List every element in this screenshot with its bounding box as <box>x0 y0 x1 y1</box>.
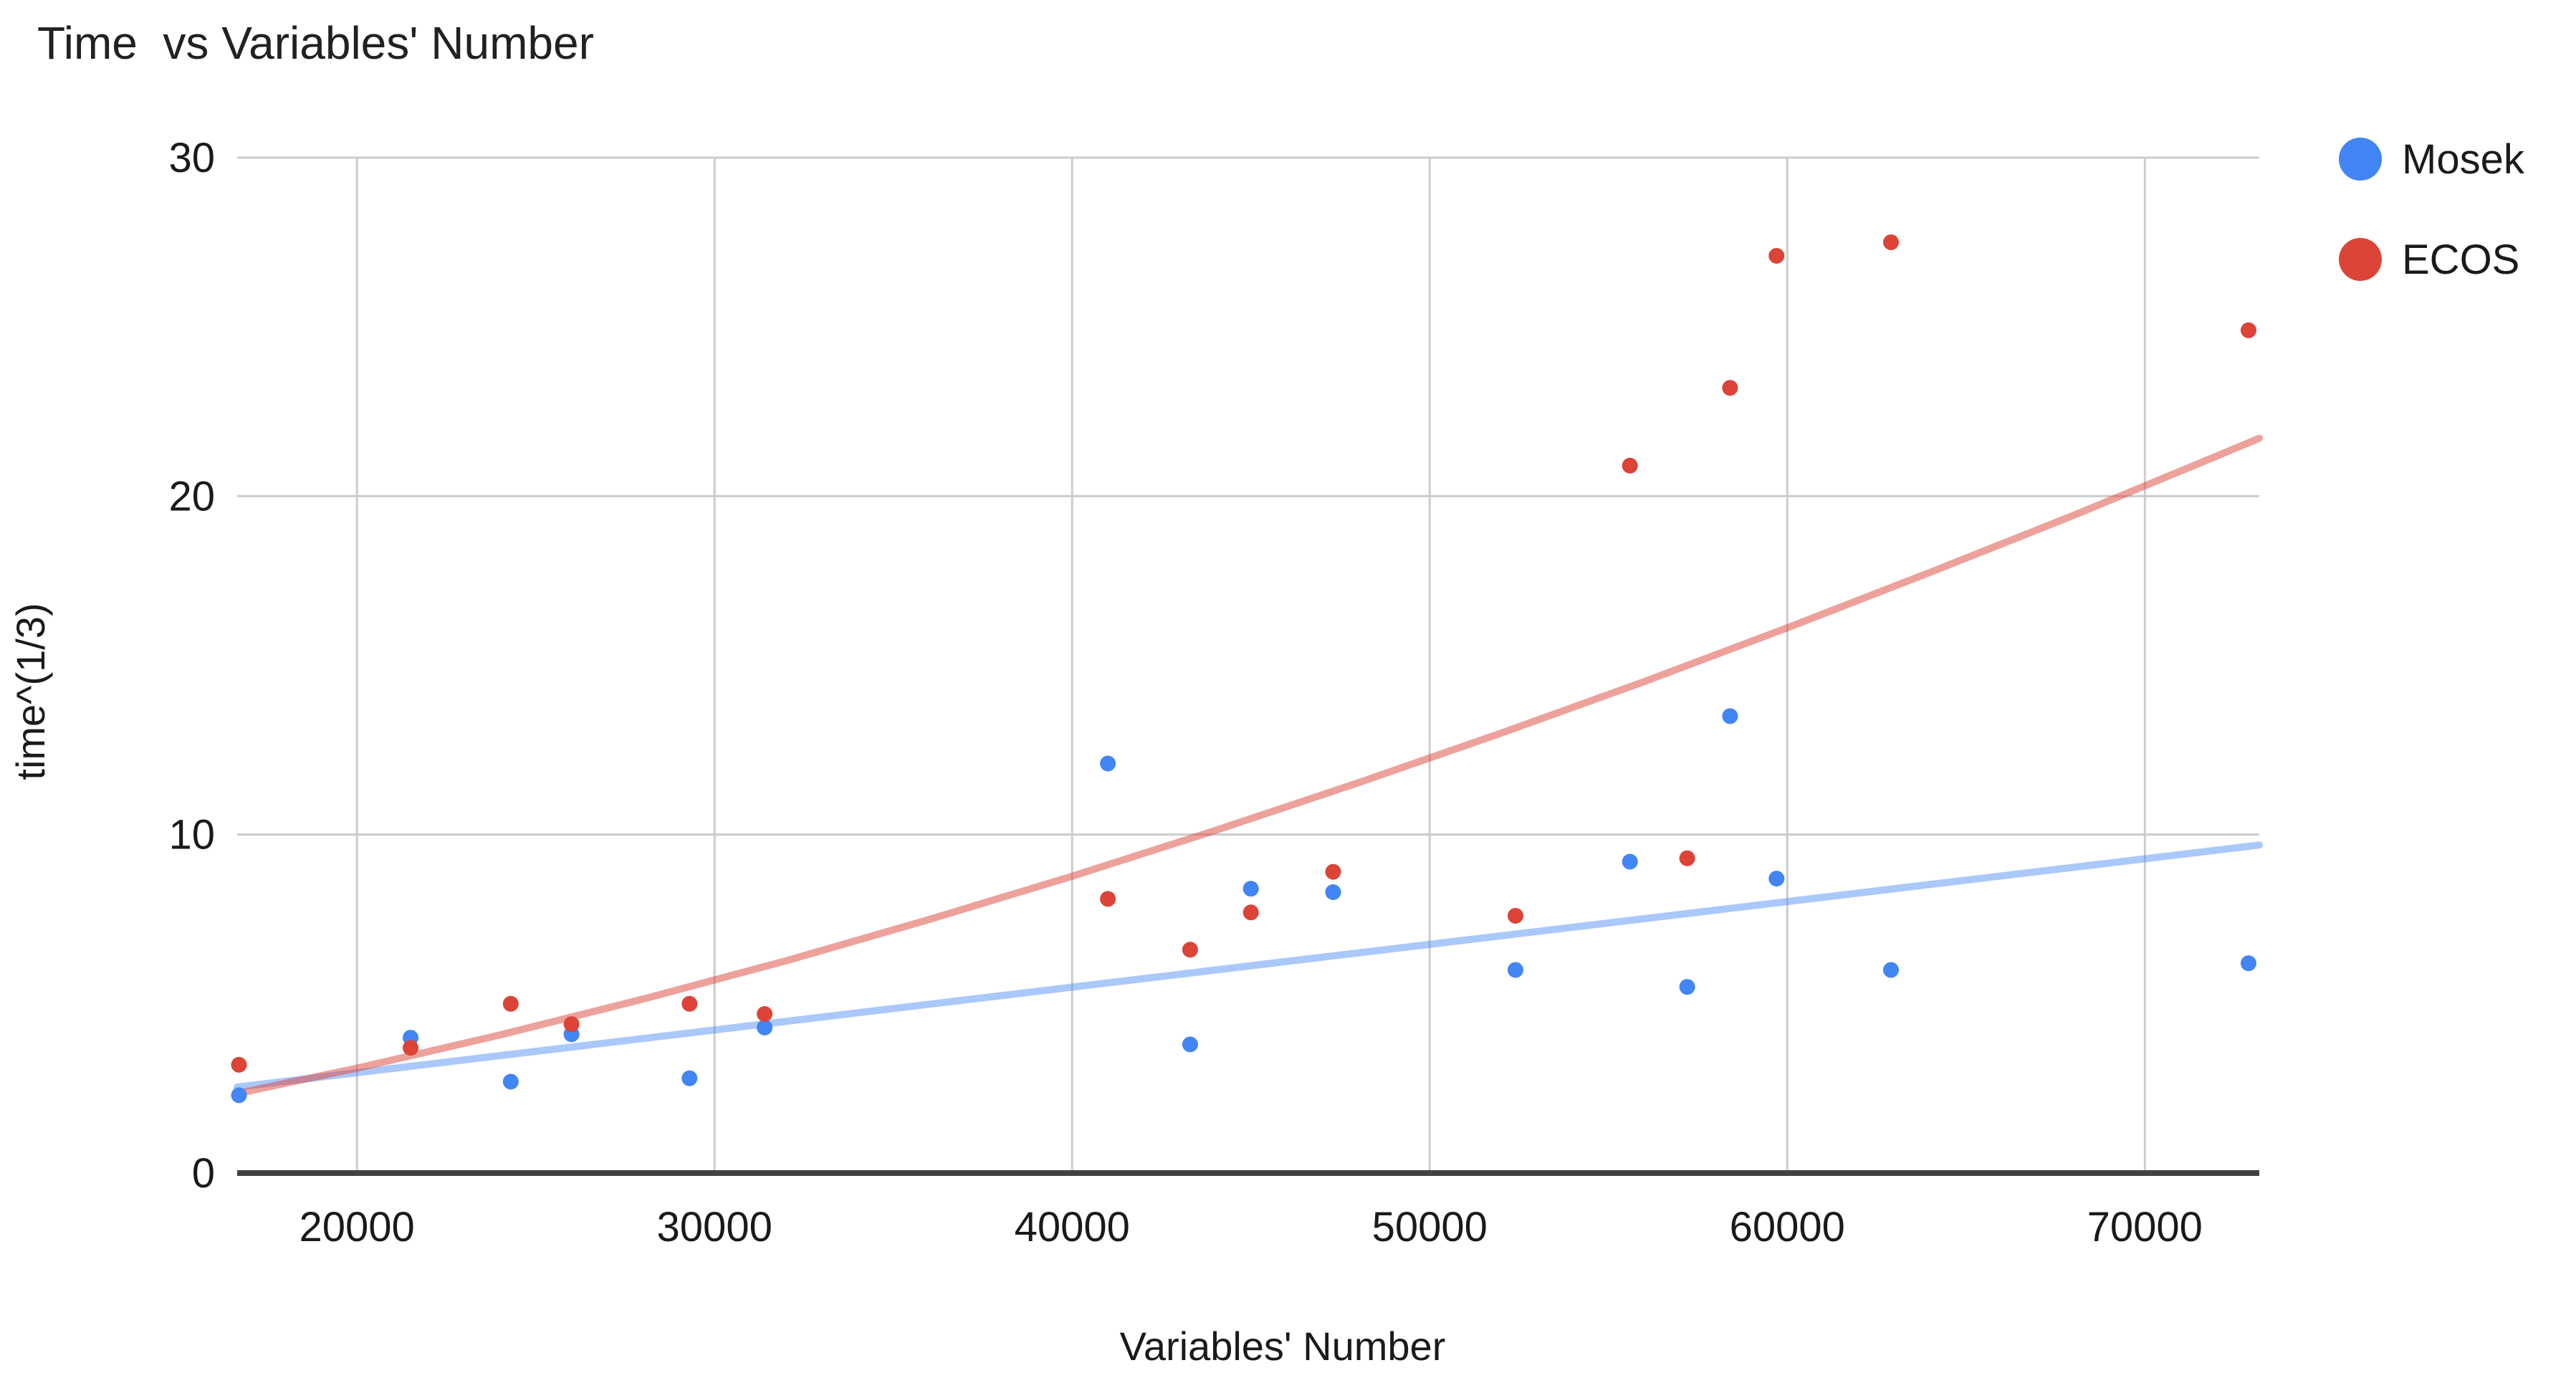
scatter-point-layer <box>231 234 2256 1104</box>
scatter-point-ecos[interactable] <box>1242 904 1259 921</box>
trendline-layer <box>234 434 2263 1097</box>
y-tick-label: 30 <box>168 135 215 181</box>
scatter-point-mosek[interactable] <box>1679 979 1695 995</box>
ecos-trendline[interactable] <box>234 434 2263 1097</box>
legend-label-ecos: ECOS <box>2402 236 2519 283</box>
y-axis-title: time^(1/3) <box>8 603 53 780</box>
scatter-point-mosek[interactable] <box>1182 1036 1198 1053</box>
y-tick-label: 0 <box>192 1150 215 1197</box>
scatter-point-ecos[interactable] <box>231 1056 247 1073</box>
legend-label-mosek: Mosek <box>2402 136 2525 183</box>
scatter-point-mosek[interactable] <box>1622 853 1638 870</box>
scatter-point-mosek[interactable] <box>1768 871 1785 887</box>
scatter-point-mosek[interactable] <box>2241 955 2256 972</box>
scatter-point-ecos[interactable] <box>563 1016 580 1033</box>
scatter-point-ecos[interactable] <box>2241 322 2256 338</box>
mosek-trendline[interactable] <box>234 841 2263 1091</box>
tick-label-layer: 20000 30000 40000 50000 60000 70000 0 10 20 30 <box>168 135 2202 1250</box>
x-tick-label: 50000 <box>1372 1204 1488 1250</box>
scatter-point-mosek[interactable] <box>1325 884 1341 900</box>
x-tick-label: 70000 <box>2087 1204 2203 1250</box>
scatter-point-ecos[interactable] <box>1182 942 1198 958</box>
x-tick-label: 20000 <box>300 1204 415 1250</box>
scatter-point-ecos[interactable] <box>1325 863 1341 880</box>
legend: Mosek ECOS <box>2339 136 2525 283</box>
scatter-point-ecos[interactable] <box>1622 457 1638 474</box>
scatter-point-ecos[interactable] <box>681 995 698 1012</box>
scatter-point-ecos[interactable] <box>403 1040 418 1056</box>
scatter-point-mosek[interactable] <box>1508 962 1523 978</box>
y-tick-label: 10 <box>168 812 215 858</box>
scatter-point-mosek[interactable] <box>757 1019 773 1035</box>
scatter-point-ecos[interactable] <box>757 1006 773 1022</box>
scatter-point-mosek[interactable] <box>681 1070 698 1086</box>
gridline-layer <box>237 156 2259 1176</box>
legend-item-ecos[interactable]: ECOS <box>2339 236 2519 283</box>
scatter-point-ecos[interactable] <box>1722 380 1738 396</box>
scatter-point-mosek[interactable] <box>1242 881 1259 897</box>
y-tick-label: 20 <box>168 473 215 520</box>
scatter-point-mosek[interactable] <box>1722 708 1738 724</box>
scatter-point-mosek[interactable] <box>231 1087 247 1104</box>
chart-title: Time vs Variables' Number <box>37 17 594 69</box>
scatter-point-ecos[interactable] <box>1508 908 1523 924</box>
scatter-point-ecos[interactable] <box>1768 248 1785 264</box>
x-axis-title: Variables' Number <box>1120 1324 1446 1369</box>
scatter-point-ecos[interactable] <box>502 995 519 1012</box>
scatter-point-ecos[interactable] <box>1679 850 1695 866</box>
legend-item-mosek[interactable]: Mosek <box>2339 136 2525 183</box>
scatter-point-mosek[interactable] <box>502 1073 519 1090</box>
scatter-point-ecos[interactable] <box>1100 891 1116 907</box>
ecos-legend-dot-icon <box>2339 238 2382 281</box>
scatter-point-ecos[interactable] <box>1883 234 1899 251</box>
mosek-legend-dot-icon <box>2339 138 2382 181</box>
scatter-point-mosek[interactable] <box>1883 962 1899 978</box>
x-tick-label: 60000 <box>1730 1204 1845 1250</box>
scatter-point-mosek[interactable] <box>1100 755 1116 772</box>
x-tick-label: 40000 <box>1015 1204 1130 1250</box>
x-tick-label: 30000 <box>657 1204 772 1250</box>
